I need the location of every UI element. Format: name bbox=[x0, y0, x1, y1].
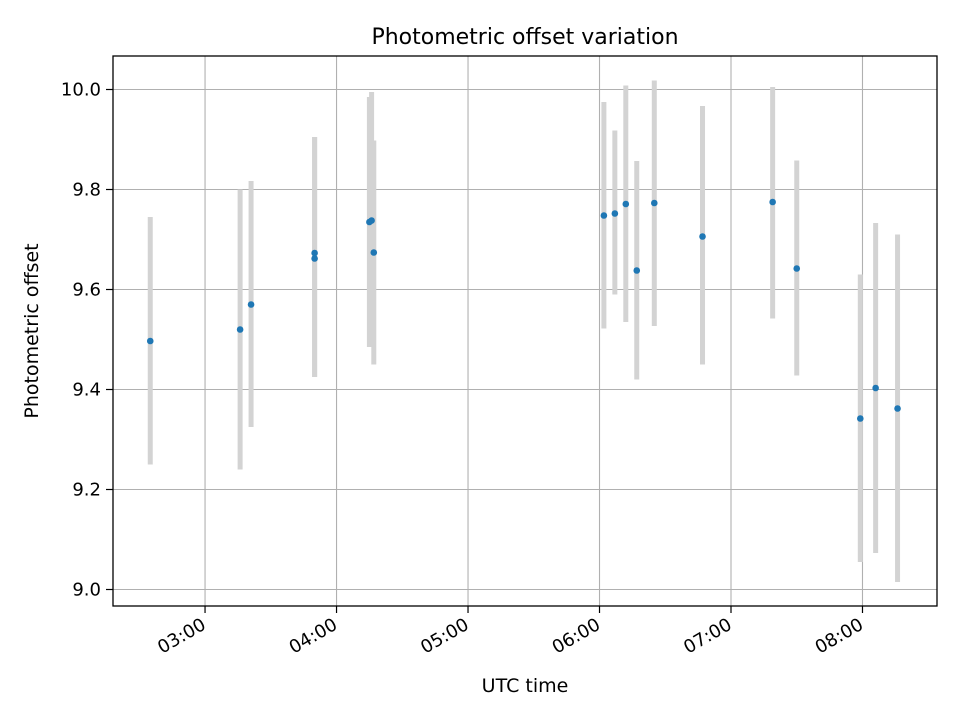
y-tick-label: 9.2 bbox=[72, 480, 101, 501]
data-point bbox=[236, 326, 244, 333]
data-point bbox=[793, 265, 801, 272]
data-point bbox=[370, 249, 378, 256]
y-tick-label: 10.0 bbox=[61, 80, 101, 101]
data-point bbox=[311, 249, 318, 257]
data-point bbox=[769, 198, 776, 206]
y-tick-label: 9.4 bbox=[72, 380, 101, 401]
data-point bbox=[872, 384, 879, 392]
data-point bbox=[633, 267, 641, 274]
data-point bbox=[600, 212, 608, 219]
data-point bbox=[247, 301, 255, 308]
y-axis-label: Photometric offset bbox=[21, 243, 43, 418]
y-tick-label: 9.0 bbox=[72, 580, 101, 601]
data-point bbox=[699, 233, 706, 240]
data-point bbox=[650, 199, 658, 207]
plot-frame bbox=[112, 55, 938, 607]
data-point bbox=[856, 415, 864, 422]
y-tick-label: 9.6 bbox=[72, 280, 101, 301]
data-point bbox=[622, 200, 630, 208]
x-axis-label: UTC time bbox=[482, 675, 569, 697]
data-point bbox=[311, 255, 318, 262]
data-points bbox=[146, 198, 901, 422]
y-tick-label: 9.8 bbox=[72, 180, 101, 201]
data-point bbox=[894, 405, 901, 412]
data-point bbox=[146, 337, 154, 345]
data-point bbox=[368, 217, 375, 224]
data-point bbox=[611, 210, 619, 217]
chart-title: Photometric offset variation bbox=[371, 25, 678, 50]
